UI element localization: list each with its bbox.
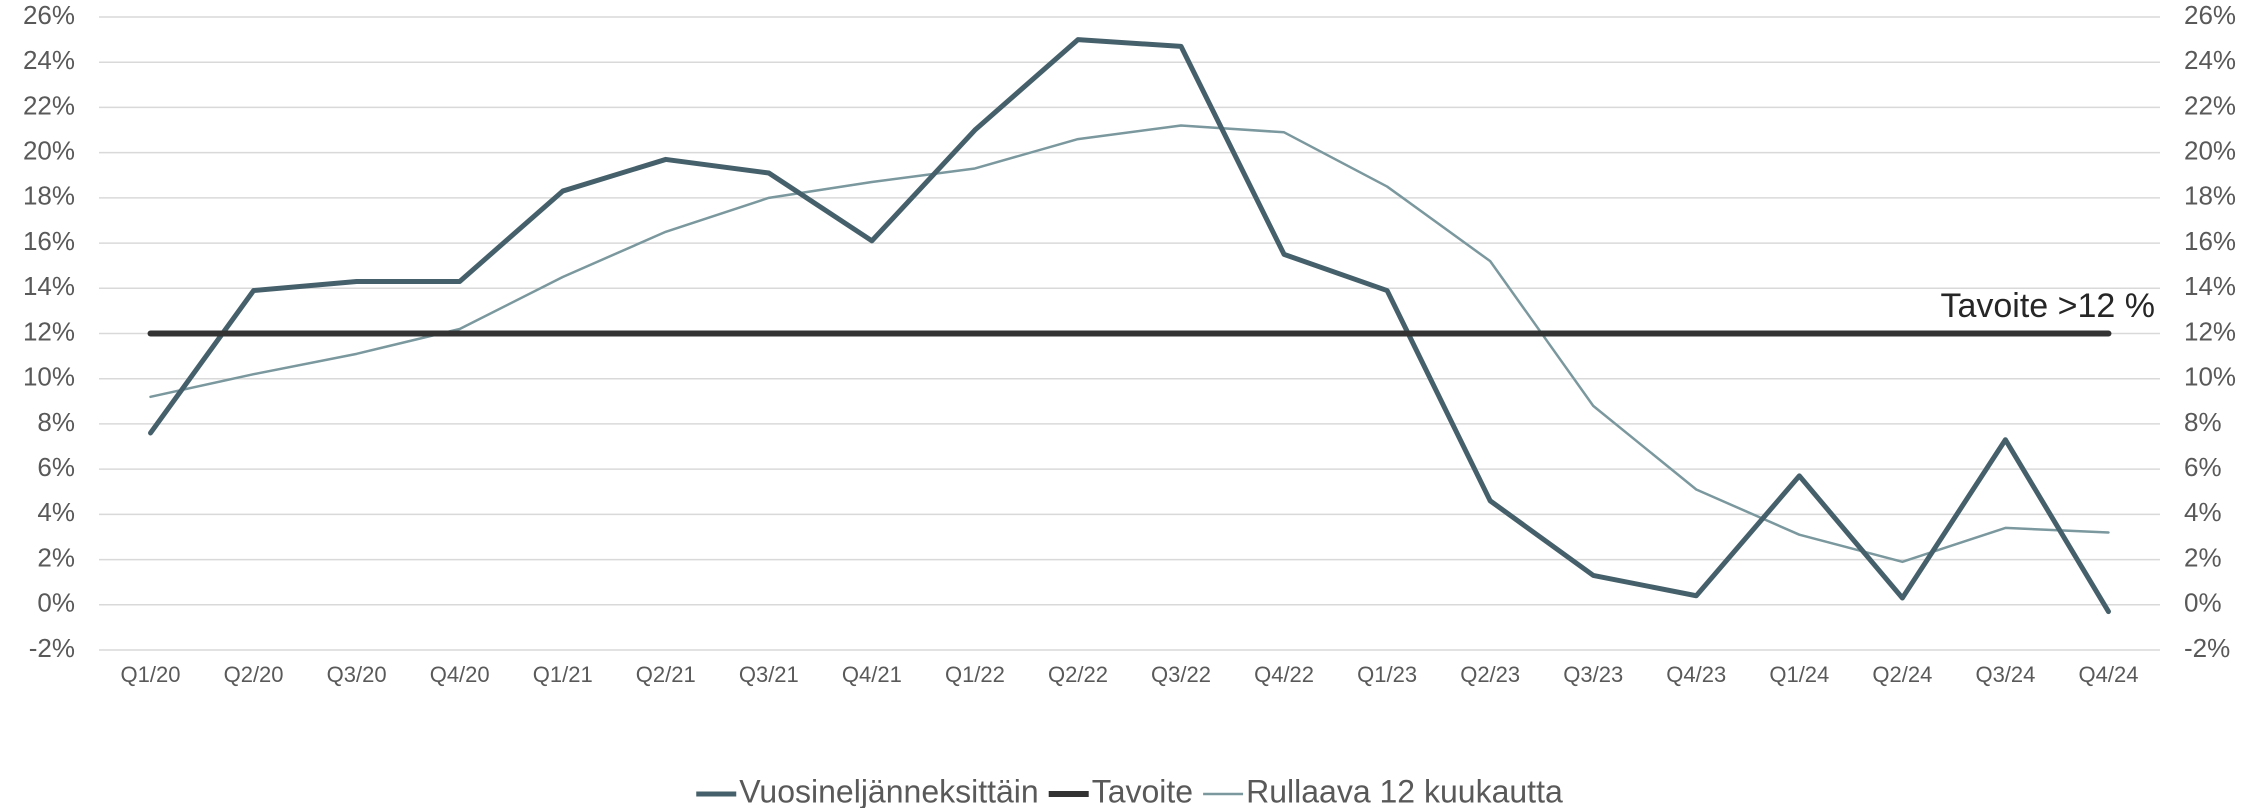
x-tick-label: Q1/24 (1769, 662, 1829, 687)
x-tick-label: Q2/23 (1460, 662, 1520, 687)
y-tick-label: 18% (23, 181, 75, 211)
x-tick-label: Q2/22 (1048, 662, 1108, 687)
x-tick-label: Q3/24 (1975, 662, 2035, 687)
y-tick-label: 12% (23, 316, 75, 346)
y2-tick-label: 24% (2184, 45, 2236, 75)
series-line (148, 37, 2111, 615)
legend-label: Tavoite (1092, 773, 1193, 808)
y-tick-label: 22% (23, 90, 75, 120)
x-tick-label: Q2/24 (1872, 662, 1932, 687)
x-tick-label: Q2/20 (224, 662, 284, 687)
y-tick-label: 14% (23, 271, 75, 301)
y2-tick-label: 10% (2184, 362, 2236, 392)
legend-label: Rullaava 12 kuukautta (1246, 773, 1563, 808)
x-tick-label: Q4/23 (1666, 662, 1726, 687)
legend: Vuosineljänneksittäin Tavoite Rullaava 12 … (696, 773, 1563, 808)
y-tick-label: 2% (37, 542, 75, 572)
y2-tick-label: 14% (2184, 271, 2236, 301)
y-tick-label: 26% (23, 0, 75, 30)
x-tick-label: Q3/22 (1151, 662, 1211, 687)
x-tick-label: Q2/21 (636, 662, 696, 687)
x-tick-label: Q4/20 (430, 662, 490, 687)
y2-tick-label: 22% (2184, 90, 2236, 120)
y-tick-label: 20% (23, 136, 75, 166)
x-tick-label: Q4/24 (2079, 662, 2139, 687)
y2-tick-label: -2% (2184, 633, 2230, 663)
y-tick-label: 0% (37, 588, 75, 618)
x-tick-label: Q3/21 (739, 662, 799, 687)
legend-label: Vuosineljänneksittäin (739, 773, 1038, 808)
y-tick-label: 10% (23, 362, 75, 392)
x-tick-label: Q1/21 (533, 662, 593, 687)
y2-tick-label: 4% (2184, 497, 2222, 527)
y-tick-label: 8% (37, 407, 75, 437)
x-tick-label: Q3/23 (1563, 662, 1623, 687)
annotation: Tavoite >12 % (1940, 287, 2155, 325)
y-tick-label: 4% (37, 497, 75, 527)
y2-tick-label: 2% (2184, 542, 2222, 572)
grid (99, 16, 2160, 651)
x-tick-label: Q3/20 (327, 662, 387, 687)
y2-tick-label: 18% (2184, 181, 2236, 211)
x-tick-label: Q1/22 (945, 662, 1005, 687)
x-tick-label: Q1/23 (1357, 662, 1417, 687)
y-tick-label: 24% (23, 45, 75, 75)
y2-tick-label: 20% (2184, 136, 2236, 166)
y2-tick-label: 0% (2184, 588, 2222, 618)
y2-tick-label: 26% (2184, 0, 2236, 30)
y-tick-label: 6% (37, 452, 75, 482)
y-tick-label: -2% (29, 633, 75, 663)
y-tick-label: 16% (23, 226, 75, 256)
y2-tick-label: 8% (2184, 407, 2222, 437)
x-tick-label: Q4/21 (842, 662, 902, 687)
y2-tick-label: 12% (2184, 316, 2236, 346)
series-line (149, 124, 2110, 564)
x-tick-label: Q4/22 (1254, 662, 1314, 687)
y2-tick-label: 16% (2184, 226, 2236, 256)
y2-tick-label: 6% (2184, 452, 2222, 482)
x-tick-label: Q1/20 (121, 662, 181, 687)
